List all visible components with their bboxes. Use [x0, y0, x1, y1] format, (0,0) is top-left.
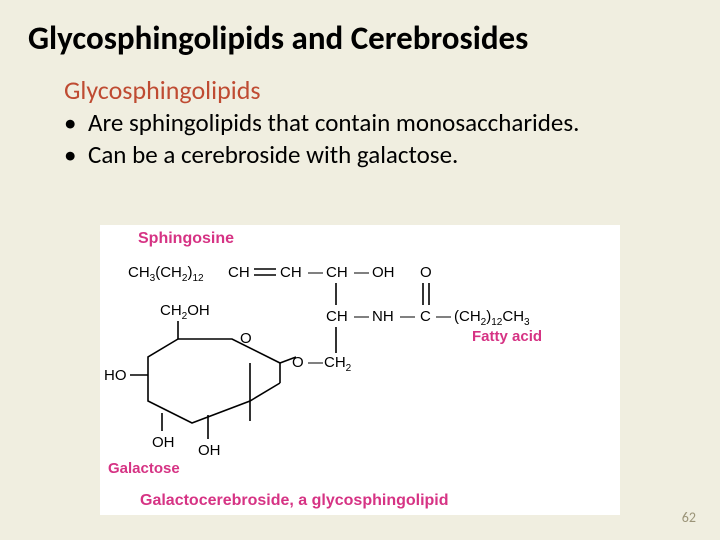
chemical-diagram: Sphingosine CH3(CH2)12 CH CH — CH — OH C… [100, 225, 620, 515]
label-fatty-acid: Fatty acid [472, 328, 542, 345]
svg-text:OH: OH [198, 442, 221, 459]
link-oxygen: O [292, 354, 304, 371]
bullet-list: Are sphingolipids that contain monosacch… [64, 108, 692, 170]
bullet-item: Are sphingolipids that contain monosacch… [64, 108, 692, 138]
page-number: 62 [682, 509, 696, 526]
svg-text:C: C [420, 308, 431, 325]
svg-text:—: — [354, 308, 369, 325]
svg-text:CH3(CH2)12: CH3(CH2)12 [128, 264, 204, 284]
slide-title: Glycosphingolipids and Cerebrosides [28, 18, 692, 58]
svg-text:CH: CH [280, 264, 302, 281]
svg-text:HO: HO [104, 367, 127, 384]
svg-text:—: — [354, 264, 369, 281]
top-chain: CH3(CH2)12 CH CH — CH — OH [128, 264, 395, 284]
svg-text:CH2: CH2 [324, 354, 352, 374]
galactose-ring: CH2OH O HO OH OH [104, 302, 296, 459]
svg-text:OH: OH [372, 264, 395, 281]
svg-text:(CH2)12CH3: (CH2)12CH3 [454, 308, 530, 328]
svg-text:O: O [240, 330, 252, 347]
svg-text:—: — [308, 264, 323, 281]
svg-text:—: — [400, 308, 415, 325]
svg-text:—: — [308, 354, 323, 371]
svg-text:CH2OH: CH2OH [160, 302, 210, 322]
label-sphingosine: Sphingosine [138, 230, 234, 247]
diagram-svg: Sphingosine CH3(CH2)12 CH CH — CH — OH C… [100, 225, 620, 515]
oxygen-carbonyl: O [420, 264, 432, 281]
svg-text:NH: NH [372, 308, 394, 325]
bullet-item: Can be a cerebroside with galactose. [64, 140, 692, 170]
slide-subtitle: Glycosphingolipids [64, 74, 692, 106]
svg-text:OH: OH [152, 434, 175, 451]
svg-text:CH: CH [228, 264, 250, 281]
svg-text:CH: CH [326, 308, 348, 325]
svg-text:—: — [436, 308, 451, 325]
label-galactose: Galactose [108, 460, 180, 477]
svg-text:CH: CH [326, 264, 348, 281]
mid-chain: CH — NH — C — (CH2)12CH3 [326, 308, 530, 328]
diagram-caption: Galactocerebroside, a glycosphingolipid [140, 492, 449, 509]
